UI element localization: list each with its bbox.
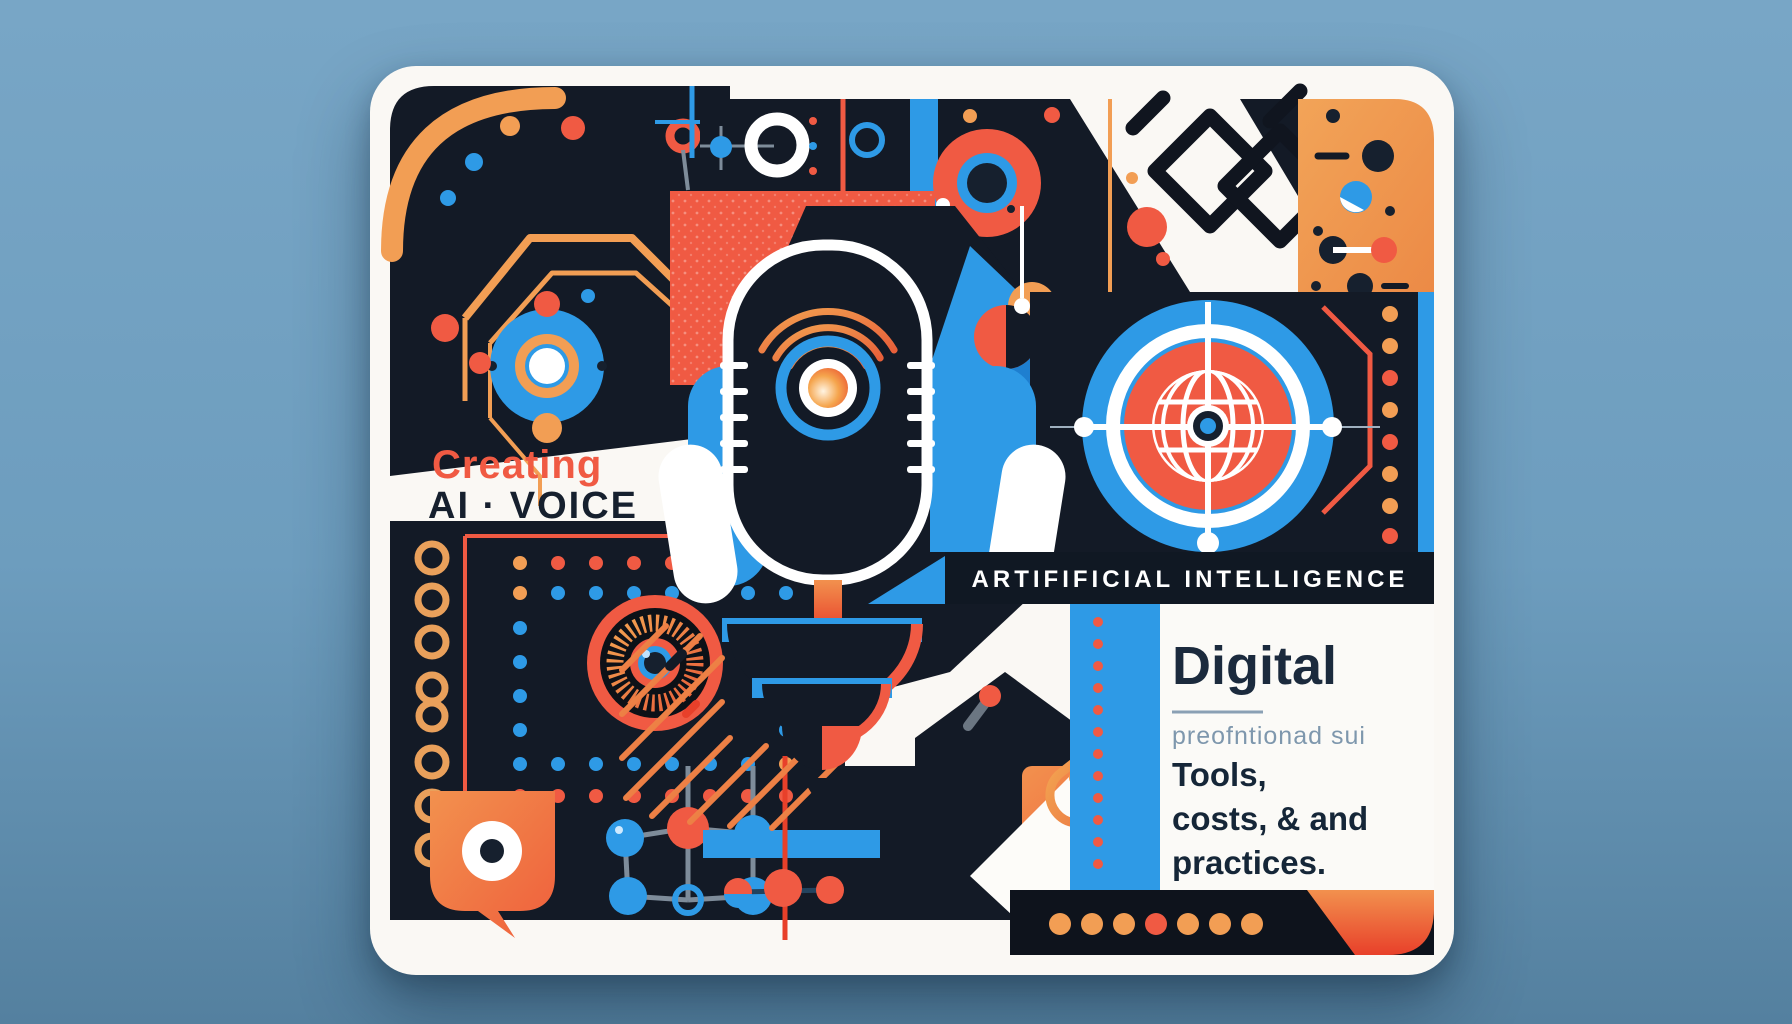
- blue-ring-icon: [849, 122, 885, 158]
- poster-card: ARTIFIFICIAL INTELLIGENCE Digital preofn…: [370, 66, 1454, 975]
- bottom-strip: [1010, 890, 1434, 955]
- node-trio: [724, 869, 844, 908]
- corner-wedge: [1307, 890, 1434, 955]
- dot-column: [1382, 306, 1398, 544]
- kicker-text: Creating: [432, 443, 602, 487]
- radial-eye-icon: [587, 595, 723, 731]
- mic-ticks: [720, 362, 935, 473]
- funnel-icon: [722, 618, 923, 856]
- eye-icon: [933, 129, 1041, 237]
- white-ring-icon: [744, 112, 810, 178]
- poster-art: ARTIFIFICIAL INTELLIGENCE Digital preofn…: [381, 83, 1434, 955]
- microphone-icon: [658, 239, 1066, 632]
- hatch-stripes: [619, 623, 843, 831]
- dot-row: [1049, 913, 1263, 935]
- settings-panel: [1298, 99, 1434, 299]
- mic-grille: [734, 444, 922, 568]
- dotted-line: [1093, 617, 1103, 869]
- location-pin-icon: [963, 685, 1001, 731]
- panel-line-3: practices.: [1172, 844, 1326, 881]
- circuit-dots: [431, 116, 595, 374]
- banner-text: ARTIFIFICIAL INTELLIGENCE: [972, 566, 1409, 593]
- top-circuit-band: [700, 99, 940, 364]
- info-panel: Digital preofntionad sui Tools, costs, &…: [1070, 604, 1434, 890]
- headline: Creating AI · VOICE: [428, 443, 638, 527]
- target-globe-icon: [1030, 292, 1434, 554]
- circuit-board: [381, 86, 730, 506]
- banner: ARTIFIFICIAL INTELLIGENCE: [868, 552, 1434, 604]
- panel-line-2: costs, & and: [1172, 800, 1368, 837]
- title-text: AI · VOICE: [428, 485, 638, 527]
- panel-line-1: Tools,: [1172, 756, 1267, 793]
- panel-subheading: preofntionad sui: [1172, 722, 1366, 750]
- speech-bubble-icon: [430, 791, 555, 938]
- panel-heading: Digital: [1172, 636, 1337, 696]
- chain-rings-icon: [414, 540, 450, 868]
